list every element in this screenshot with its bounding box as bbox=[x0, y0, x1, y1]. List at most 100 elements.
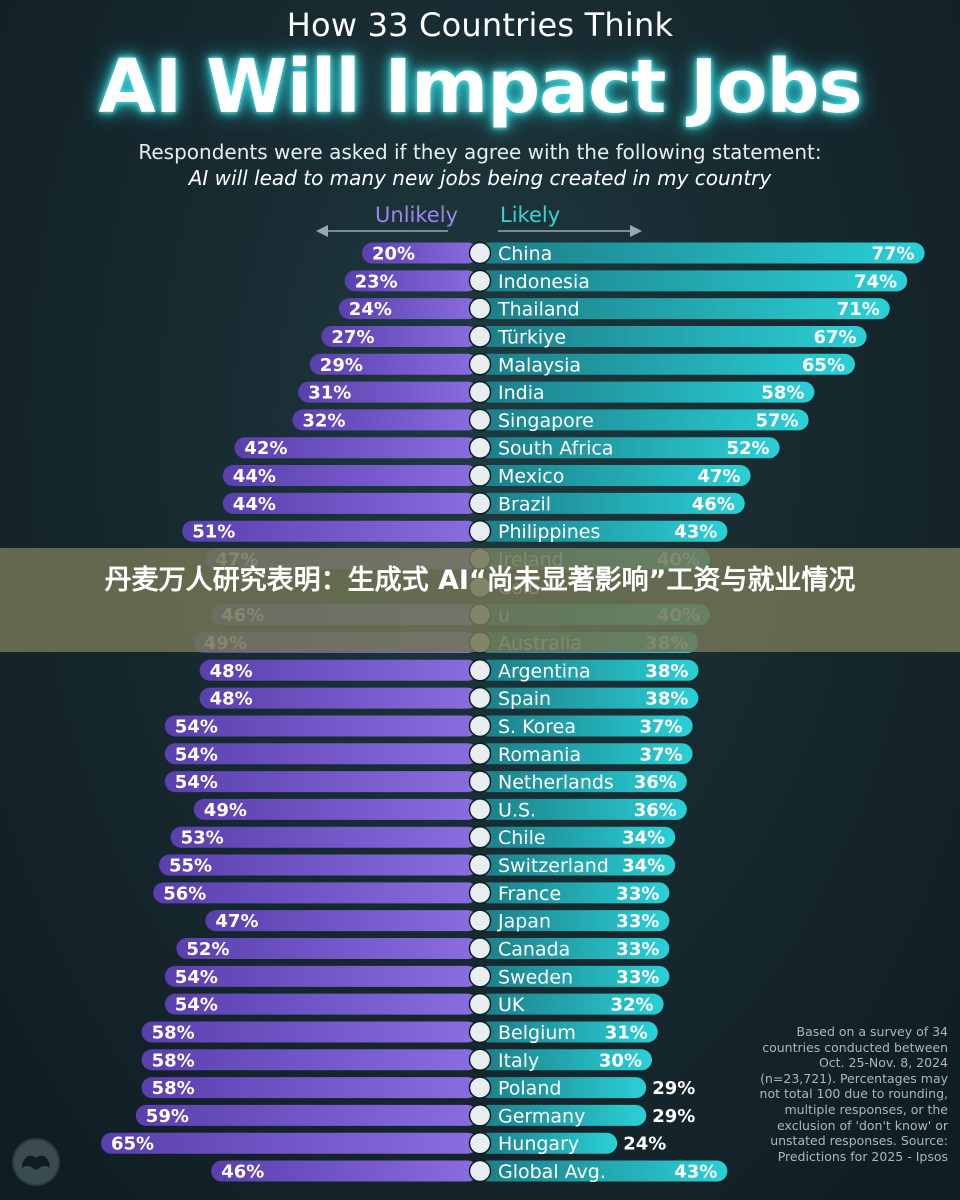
bar-likely-label: 34% bbox=[622, 856, 665, 877]
country-label: Thailand bbox=[497, 299, 580, 321]
bar-unlikely bbox=[101, 1132, 478, 1154]
country-label: France bbox=[498, 883, 561, 905]
country-label: Spain bbox=[498, 688, 551, 710]
bar-likely-label: 52% bbox=[727, 438, 770, 459]
country-label: Belgium bbox=[498, 1022, 576, 1044]
legend-unlikely: Unlikely bbox=[375, 203, 458, 227]
bar-unlikely bbox=[321, 325, 478, 347]
bar-likely bbox=[478, 325, 867, 347]
poland-flag-icon bbox=[468, 1076, 492, 1099]
india-flag-icon bbox=[468, 380, 492, 404]
bar-unlikely bbox=[135, 1104, 479, 1126]
bar-unlikely bbox=[199, 659, 478, 681]
bar-likely-label: 36% bbox=[634, 800, 677, 821]
bar-likely-label: 29% bbox=[652, 1106, 695, 1127]
bar-unlikely-label: 24% bbox=[349, 299, 392, 320]
country-label: Hungary bbox=[498, 1133, 579, 1155]
bar-unlikely-label: 58% bbox=[152, 1050, 195, 1071]
bar-unlikely-label: 42% bbox=[244, 438, 287, 459]
bar-row-india: 31% 58% India bbox=[298, 380, 815, 404]
hungary-flag-icon bbox=[468, 1131, 492, 1155]
country-label: Canada bbox=[498, 939, 570, 961]
country-label: China bbox=[498, 243, 552, 265]
bar-row-south-africa: 42% 52% South Africa bbox=[234, 436, 780, 460]
spain-flag-icon bbox=[468, 686, 492, 710]
south-africa-flag-icon bbox=[468, 436, 492, 459]
country-label: Italy bbox=[498, 1050, 539, 1072]
bar-unlikely-label: 55% bbox=[169, 856, 212, 877]
bar-likely bbox=[478, 437, 780, 459]
bar-likely bbox=[478, 743, 693, 765]
country-label: Switzerland bbox=[498, 855, 609, 877]
bar-likely-label: 33% bbox=[616, 967, 659, 988]
bar-unlikely-label: 65% bbox=[111, 1134, 154, 1155]
bar-unlikely bbox=[141, 1049, 478, 1071]
bar-unlikely-label: 58% bbox=[152, 1078, 195, 1099]
visual-capitalist-logo-icon bbox=[12, 1138, 60, 1186]
country-label: Chile bbox=[498, 827, 546, 849]
bar-likely bbox=[478, 465, 751, 487]
us-flag-icon bbox=[468, 798, 492, 821]
malaysia-flag-icon bbox=[468, 353, 492, 376]
bar-unlikely-label: 49% bbox=[204, 800, 247, 821]
bar-likely-label: 37% bbox=[640, 716, 683, 737]
country-label: Global Avg. bbox=[498, 1161, 606, 1183]
bar-unlikely bbox=[141, 1077, 478, 1099]
bar-unlikely-label: 54% bbox=[175, 967, 218, 988]
south-korea-flag-icon bbox=[468, 714, 492, 738]
bar-row-global-avg: 46% 43% Global Avg. bbox=[211, 1159, 728, 1183]
bar-likely bbox=[478, 993, 664, 1015]
country-label: Malaysia bbox=[498, 354, 581, 376]
bar-unlikely-label: 48% bbox=[210, 689, 253, 710]
statement-intro: Respondents were asked if they agree wit… bbox=[138, 140, 822, 164]
country-label: UK bbox=[498, 994, 525, 1016]
japan-flag-icon bbox=[468, 909, 492, 932]
bar-row-mexico: 44% 47% Mexico bbox=[222, 464, 751, 488]
bar-likely bbox=[478, 715, 693, 737]
sweden-flag-icon bbox=[468, 965, 492, 988]
bar-likely-label: 67% bbox=[814, 327, 857, 348]
bar-unlikely bbox=[153, 882, 478, 904]
bar-unlikely-label: 59% bbox=[146, 1106, 189, 1127]
source-note: Based on a survey of 34 countries conduc… bbox=[759, 1024, 948, 1164]
china-flag-icon bbox=[468, 241, 492, 265]
bar-likely-label: 34% bbox=[622, 828, 665, 849]
bar-likely bbox=[478, 1021, 658, 1043]
country-label: Türkiye bbox=[497, 326, 566, 348]
bar-likely bbox=[478, 854, 676, 876]
bar-unlikely bbox=[193, 798, 479, 820]
bar-likely-label: 29% bbox=[652, 1078, 695, 1099]
country-label: Mexico bbox=[498, 466, 564, 488]
bar-unlikely bbox=[176, 938, 478, 959]
chart-supertitle: How 33 Countries Think bbox=[286, 6, 674, 44]
bar-row-indonesia: 23% 74% Indonesia bbox=[344, 269, 908, 293]
bar-unlikely bbox=[170, 826, 478, 848]
bar-row-u-s: 49% 36% U.S. bbox=[193, 798, 687, 821]
bar-unlikely bbox=[211, 1160, 478, 1182]
argentina-flag-icon bbox=[468, 659, 492, 682]
bar-row-t-rkiye: 27% 67% Türkiye bbox=[321, 325, 867, 348]
mexico-flag-icon bbox=[468, 464, 492, 487]
bar-unlikely-label: 32% bbox=[302, 410, 345, 431]
bar-unlikely bbox=[344, 270, 478, 292]
bar-likely bbox=[478, 381, 815, 403]
bar-unlikely-label: 52% bbox=[186, 939, 229, 960]
bar-unlikely-label: 20% bbox=[372, 244, 415, 265]
country-label: Singapore bbox=[498, 410, 594, 432]
bar-likely bbox=[478, 1132, 618, 1154]
bar-likely-label: 37% bbox=[640, 744, 683, 765]
italy-flag-icon bbox=[468, 1048, 492, 1072]
bar-row-philippines: 51% 43% Philippines bbox=[182, 519, 728, 543]
bar-unlikely-label: 54% bbox=[175, 772, 218, 793]
bar-unlikely-label: 48% bbox=[210, 661, 253, 682]
country-label: U.S. bbox=[498, 799, 536, 821]
bar-row-poland: 58% 29% Poland bbox=[141, 1076, 695, 1100]
bar-unlikely-label: 54% bbox=[175, 744, 218, 765]
philippines-flag-icon bbox=[468, 519, 492, 543]
bar-unlikely bbox=[338, 298, 478, 320]
bar-unlikely bbox=[159, 854, 478, 876]
singapore-flag-icon bbox=[468, 408, 492, 432]
bar-row-canada: 52% 33% Canada bbox=[176, 937, 670, 961]
bar-unlikely bbox=[309, 353, 478, 375]
bar-unlikely bbox=[362, 242, 478, 264]
